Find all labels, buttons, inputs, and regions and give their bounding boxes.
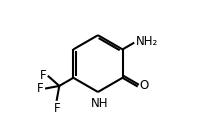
- Text: NH: NH: [91, 97, 109, 110]
- Text: NH₂: NH₂: [136, 35, 158, 48]
- Text: F: F: [40, 69, 47, 82]
- Text: F: F: [54, 102, 61, 115]
- Text: F: F: [37, 82, 44, 95]
- Text: O: O: [140, 79, 149, 92]
